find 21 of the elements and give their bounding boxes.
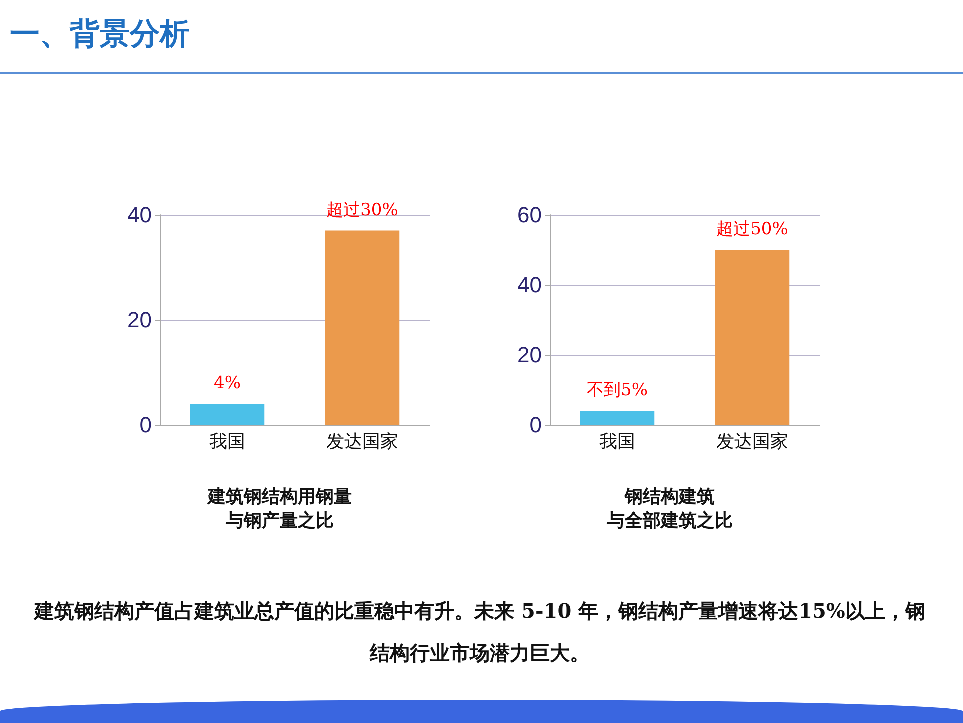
x-tick-label: 发达国家 xyxy=(326,432,398,452)
x-tick-label: 我国 xyxy=(600,432,636,452)
y-tick-label: 40 xyxy=(128,202,152,228)
text: 建筑钢结构用钢量 xyxy=(206,486,352,508)
y-tick-label: 20 xyxy=(518,342,542,368)
x-tick-label: 我国 xyxy=(210,432,246,452)
text: 一、背景分析 xyxy=(10,16,190,54)
text: 与全部建筑之比 xyxy=(606,510,733,532)
text: 钢结构建筑 xyxy=(624,486,715,508)
y-tick-label: 60 xyxy=(518,202,542,228)
x-tick-label: 发达国家 xyxy=(716,432,788,452)
data-label: 4% xyxy=(214,374,241,394)
y-tick-label: 40 xyxy=(518,272,542,298)
data-label: 超过50% xyxy=(716,220,788,240)
y-tick-label: 0 xyxy=(140,412,152,438)
data-label: 不到5% xyxy=(587,380,648,400)
text: 与钢产量之比 xyxy=(225,510,334,532)
text: 建筑钢结构产值占建筑业总产值的比重稳中有升。未来 5-10 年，钢结构产量增速将达15%以上，钢结构行业市场潜力巨大。 xyxy=(32,598,926,667)
y-tick-label: 20 xyxy=(128,308,152,332)
data-label: 超过30% xyxy=(326,200,398,220)
y-tick-label: 0 xyxy=(530,412,542,438)
